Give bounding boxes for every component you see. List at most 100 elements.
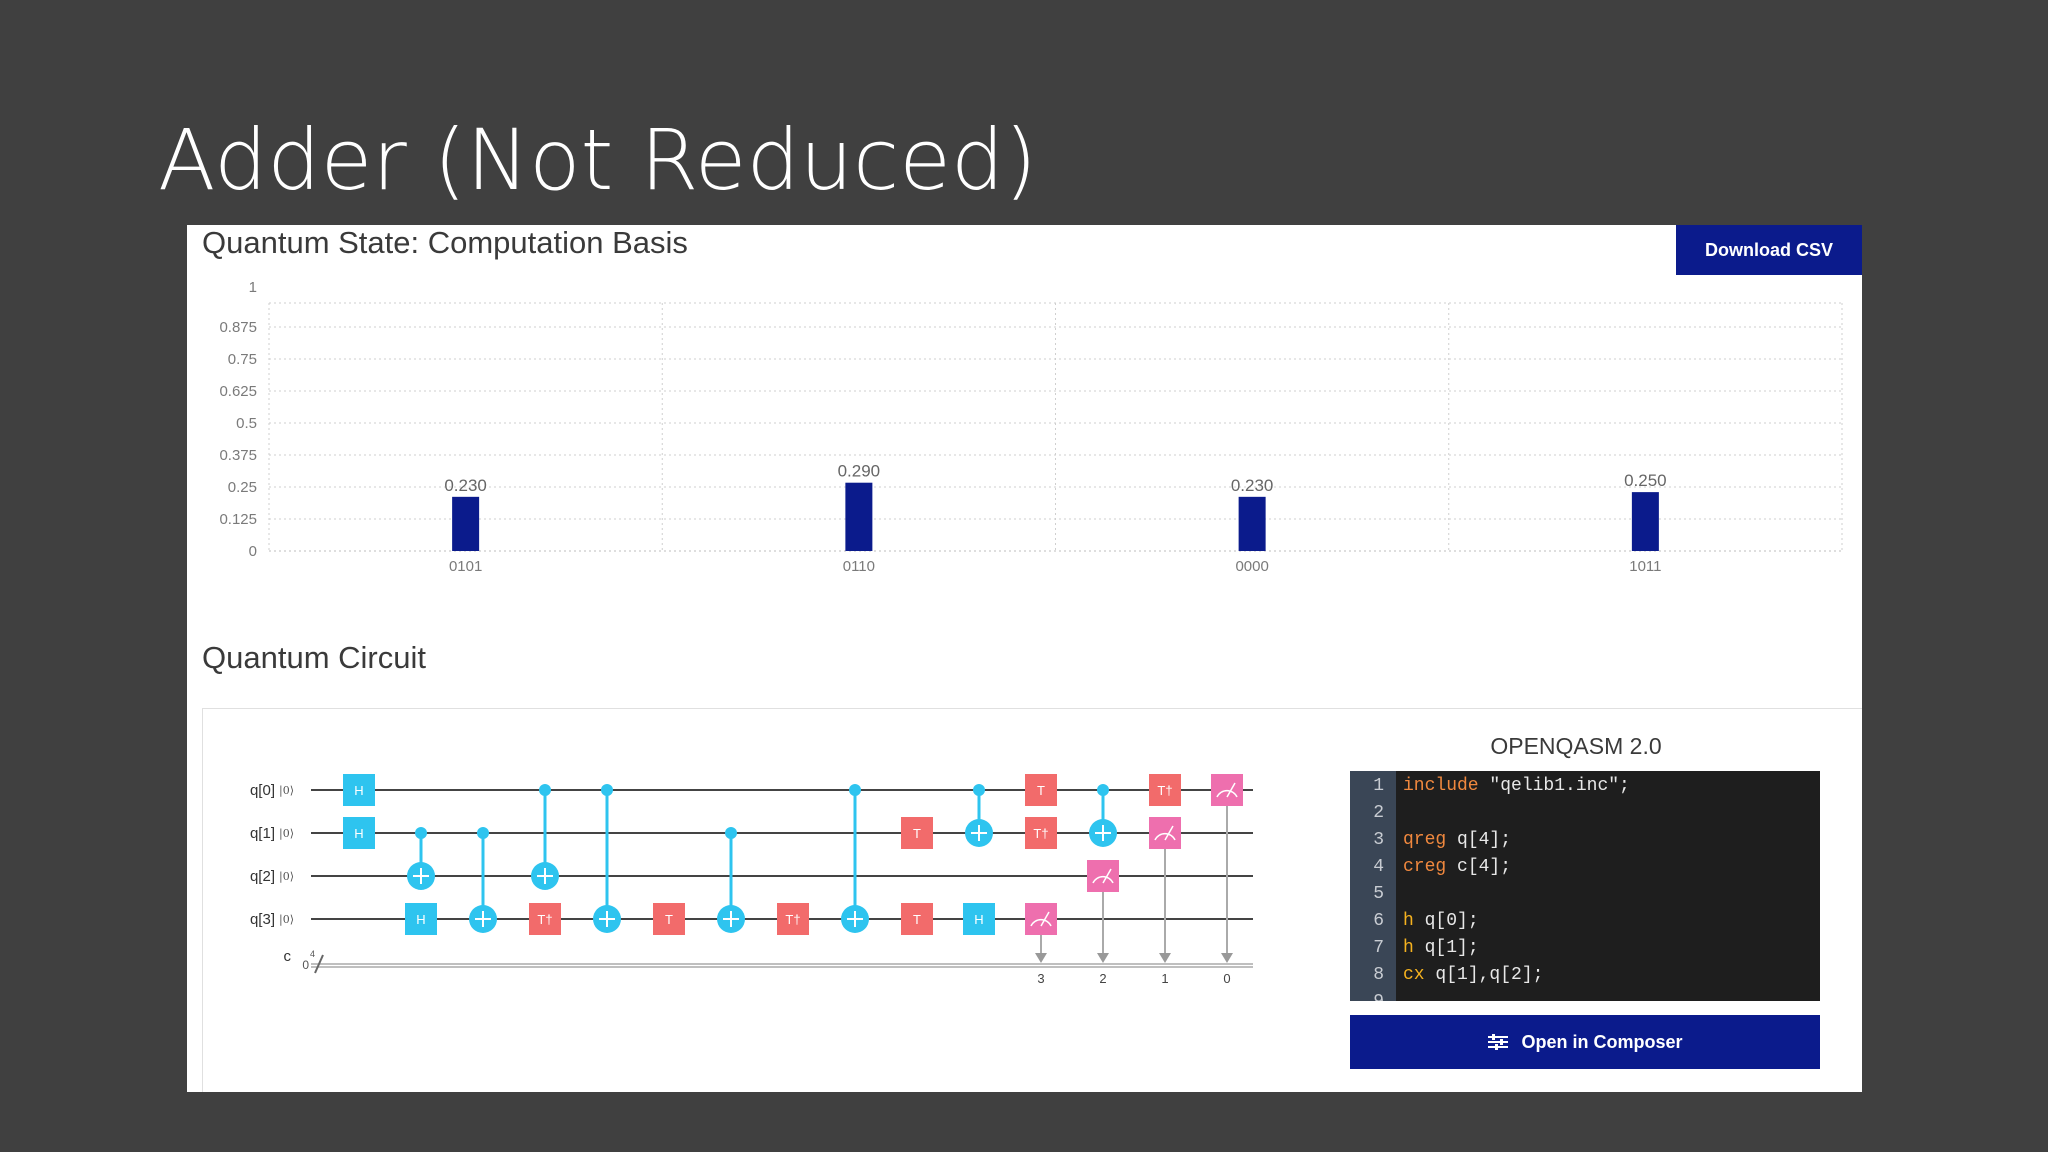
svg-text:T†: T† <box>537 912 552 927</box>
qasm-editor[interactable]: 1 include "qelib1.inc"; 2 3 qreg q[4]; 4 creg … <box>1350 771 1820 1001</box>
sliders-icon <box>1488 1034 1509 1050</box>
code-text: include "qelib1.inc"; <box>1403 776 1630 796</box>
measure-bit-label: 2 <box>1099 971 1106 986</box>
t-gate[interactable]: T <box>1025 774 1057 806</box>
measure-bit-label: 0 <box>1223 971 1230 986</box>
code-line[interactable]: 2 <box>1350 800 1820 827</box>
qubit-init-label: |0⟩ <box>279 870 294 884</box>
cnot-gate[interactable] <box>531 784 559 890</box>
code-text: h q[0]; <box>1403 911 1479 931</box>
download-csv-button[interactable]: Download CSV <box>1676 225 1862 275</box>
bar-0101[interactable] <box>452 496 480 551</box>
cnot-gate[interactable] <box>1089 784 1117 847</box>
t-gate[interactable]: T <box>901 903 933 935</box>
h-gate[interactable]: H <box>963 903 995 935</box>
code-line[interactable]: 6 h q[0]; <box>1350 908 1820 935</box>
qubit-label: q[3] <box>250 911 275 928</box>
svg-text:T: T <box>913 826 921 841</box>
svg-text:T†: T† <box>785 912 800 927</box>
tdg-gate[interactable]: T† <box>777 903 809 935</box>
y-tick-label: 1 <box>249 279 257 296</box>
line-number: 7 <box>1373 938 1384 958</box>
code-line[interactable]: 9 <box>1350 989 1820 1001</box>
open-in-composer-button[interactable]: Open in Composer <box>1350 1015 1820 1069</box>
code-line[interactable]: 8 cx q[1],q[2]; <box>1350 962 1820 989</box>
svg-text:T: T <box>665 912 673 927</box>
x-tick-label: 0000 <box>1235 558 1268 575</box>
bar-value-label: 0.230 <box>1231 476 1274 495</box>
qubit-init-label: |0⟩ <box>279 827 294 841</box>
bar-value-label: 0.250 <box>1624 471 1667 490</box>
classical-init-label: 0 <box>302 958 309 972</box>
code-line[interactable]: 5 <box>1350 881 1820 908</box>
bar-value-label: 0.290 <box>838 462 881 481</box>
x-tick-label: 0101 <box>449 558 482 575</box>
code-line[interactable]: 7 h q[1]; <box>1350 935 1820 962</box>
bar-0000[interactable] <box>1238 496 1266 551</box>
svg-text:T†: T† <box>1157 783 1172 798</box>
line-number: 3 <box>1373 830 1384 850</box>
state-section-title: Quantum State: Computation Basis <box>202 225 688 260</box>
measure-bit-label: 1 <box>1161 971 1168 986</box>
h-gate[interactable]: H <box>343 774 375 806</box>
cnot-gate[interactable] <box>593 784 621 933</box>
line-number: 9 <box>1350 989 1384 1001</box>
classical-width-label: 4 <box>310 949 315 959</box>
svg-text:T: T <box>1037 783 1045 798</box>
t-gate[interactable]: T <box>653 903 685 935</box>
slide-title: Adder (Not Reduced) <box>158 111 1037 209</box>
svg-text:H: H <box>354 783 363 798</box>
measure-bit-label: 3 <box>1037 971 1044 986</box>
code-text: h q[1]; <box>1403 938 1479 958</box>
results-panel: Quantum State: Computation Basis Downloa… <box>187 225 1862 1092</box>
circuit-container: q[0] |0⟩ q[1] |0⟩ q[2] |0⟩ q[3] |0⟩ c 0 4 H H H T† T T† T… <box>202 708 1862 1092</box>
code-text: cx q[1],q[2]; <box>1403 965 1544 985</box>
open-in-composer-label: Open in Composer <box>1521 1031 1683 1052</box>
code-line[interactable]: 4 creg c[4]; <box>1350 854 1820 881</box>
qubit-label: q[0] <box>250 782 275 799</box>
h-gate[interactable]: H <box>343 817 375 849</box>
y-tick-label: 0.5 <box>236 415 257 432</box>
y-tick-label: 0.875 <box>219 319 257 336</box>
qasm-title: OPENQASM 2.0 <box>1490 733 1662 759</box>
x-tick-label: 1011 <box>1629 558 1661 575</box>
editor-gutter <box>1350 771 1396 1001</box>
tdg-gate[interactable]: T† <box>1025 817 1057 849</box>
classical-label: c <box>284 948 292 965</box>
t-gate[interactable]: T <box>901 817 933 849</box>
cnot-gate[interactable] <box>965 784 993 847</box>
measure-gate[interactable] <box>1211 774 1243 963</box>
tdg-gate[interactable]: T† <box>1149 774 1181 806</box>
y-tick-label: 0.75 <box>228 351 257 368</box>
line-number: 6 <box>1373 911 1384 931</box>
y-tick-label: 0.625 <box>219 383 257 400</box>
line-number: 5 <box>1373 884 1384 904</box>
line-number: 1 <box>1373 776 1384 796</box>
y-tick-label: 0.25 <box>228 479 257 496</box>
bar-0110[interactable] <box>845 482 873 551</box>
h-gate[interactable]: H <box>405 903 437 935</box>
y-tick-label: 0.125 <box>219 511 257 528</box>
bar-1011[interactable] <box>1631 492 1659 551</box>
measure-gate[interactable] <box>1149 817 1181 963</box>
cnot-gate[interactable] <box>717 827 745 933</box>
cnot-gate[interactable] <box>841 784 869 933</box>
circuit-section-title: Quantum Circuit <box>202 640 426 675</box>
cnot-gate[interactable] <box>407 827 435 890</box>
cnot-gate[interactable] <box>469 827 497 933</box>
measure-gate[interactable] <box>1087 860 1119 963</box>
probability-chart: 0 0.125 0.25 0.375 0.5 0.625 0.75 0.875 1 0.230 01… <box>219 279 1843 575</box>
line-number: 4 <box>1373 857 1384 877</box>
code-line[interactable]: 3 qreg q[4]; <box>1350 827 1820 854</box>
tdg-gate[interactable]: T† <box>529 903 561 935</box>
line-number: 8 <box>1373 965 1384 985</box>
measure-gate[interactable] <box>1025 903 1057 963</box>
qubit-init-label: |0⟩ <box>279 913 294 927</box>
code-line[interactable]: 1 include "qelib1.inc"; <box>1350 773 1820 800</box>
code-text: creg c[4]; <box>1403 857 1512 877</box>
bar-value-label: 0.230 <box>444 476 487 495</box>
y-tick-label: 0 <box>249 543 257 560</box>
qubit-label: q[1] <box>250 825 275 842</box>
qubit-init-label: |0⟩ <box>279 784 294 798</box>
